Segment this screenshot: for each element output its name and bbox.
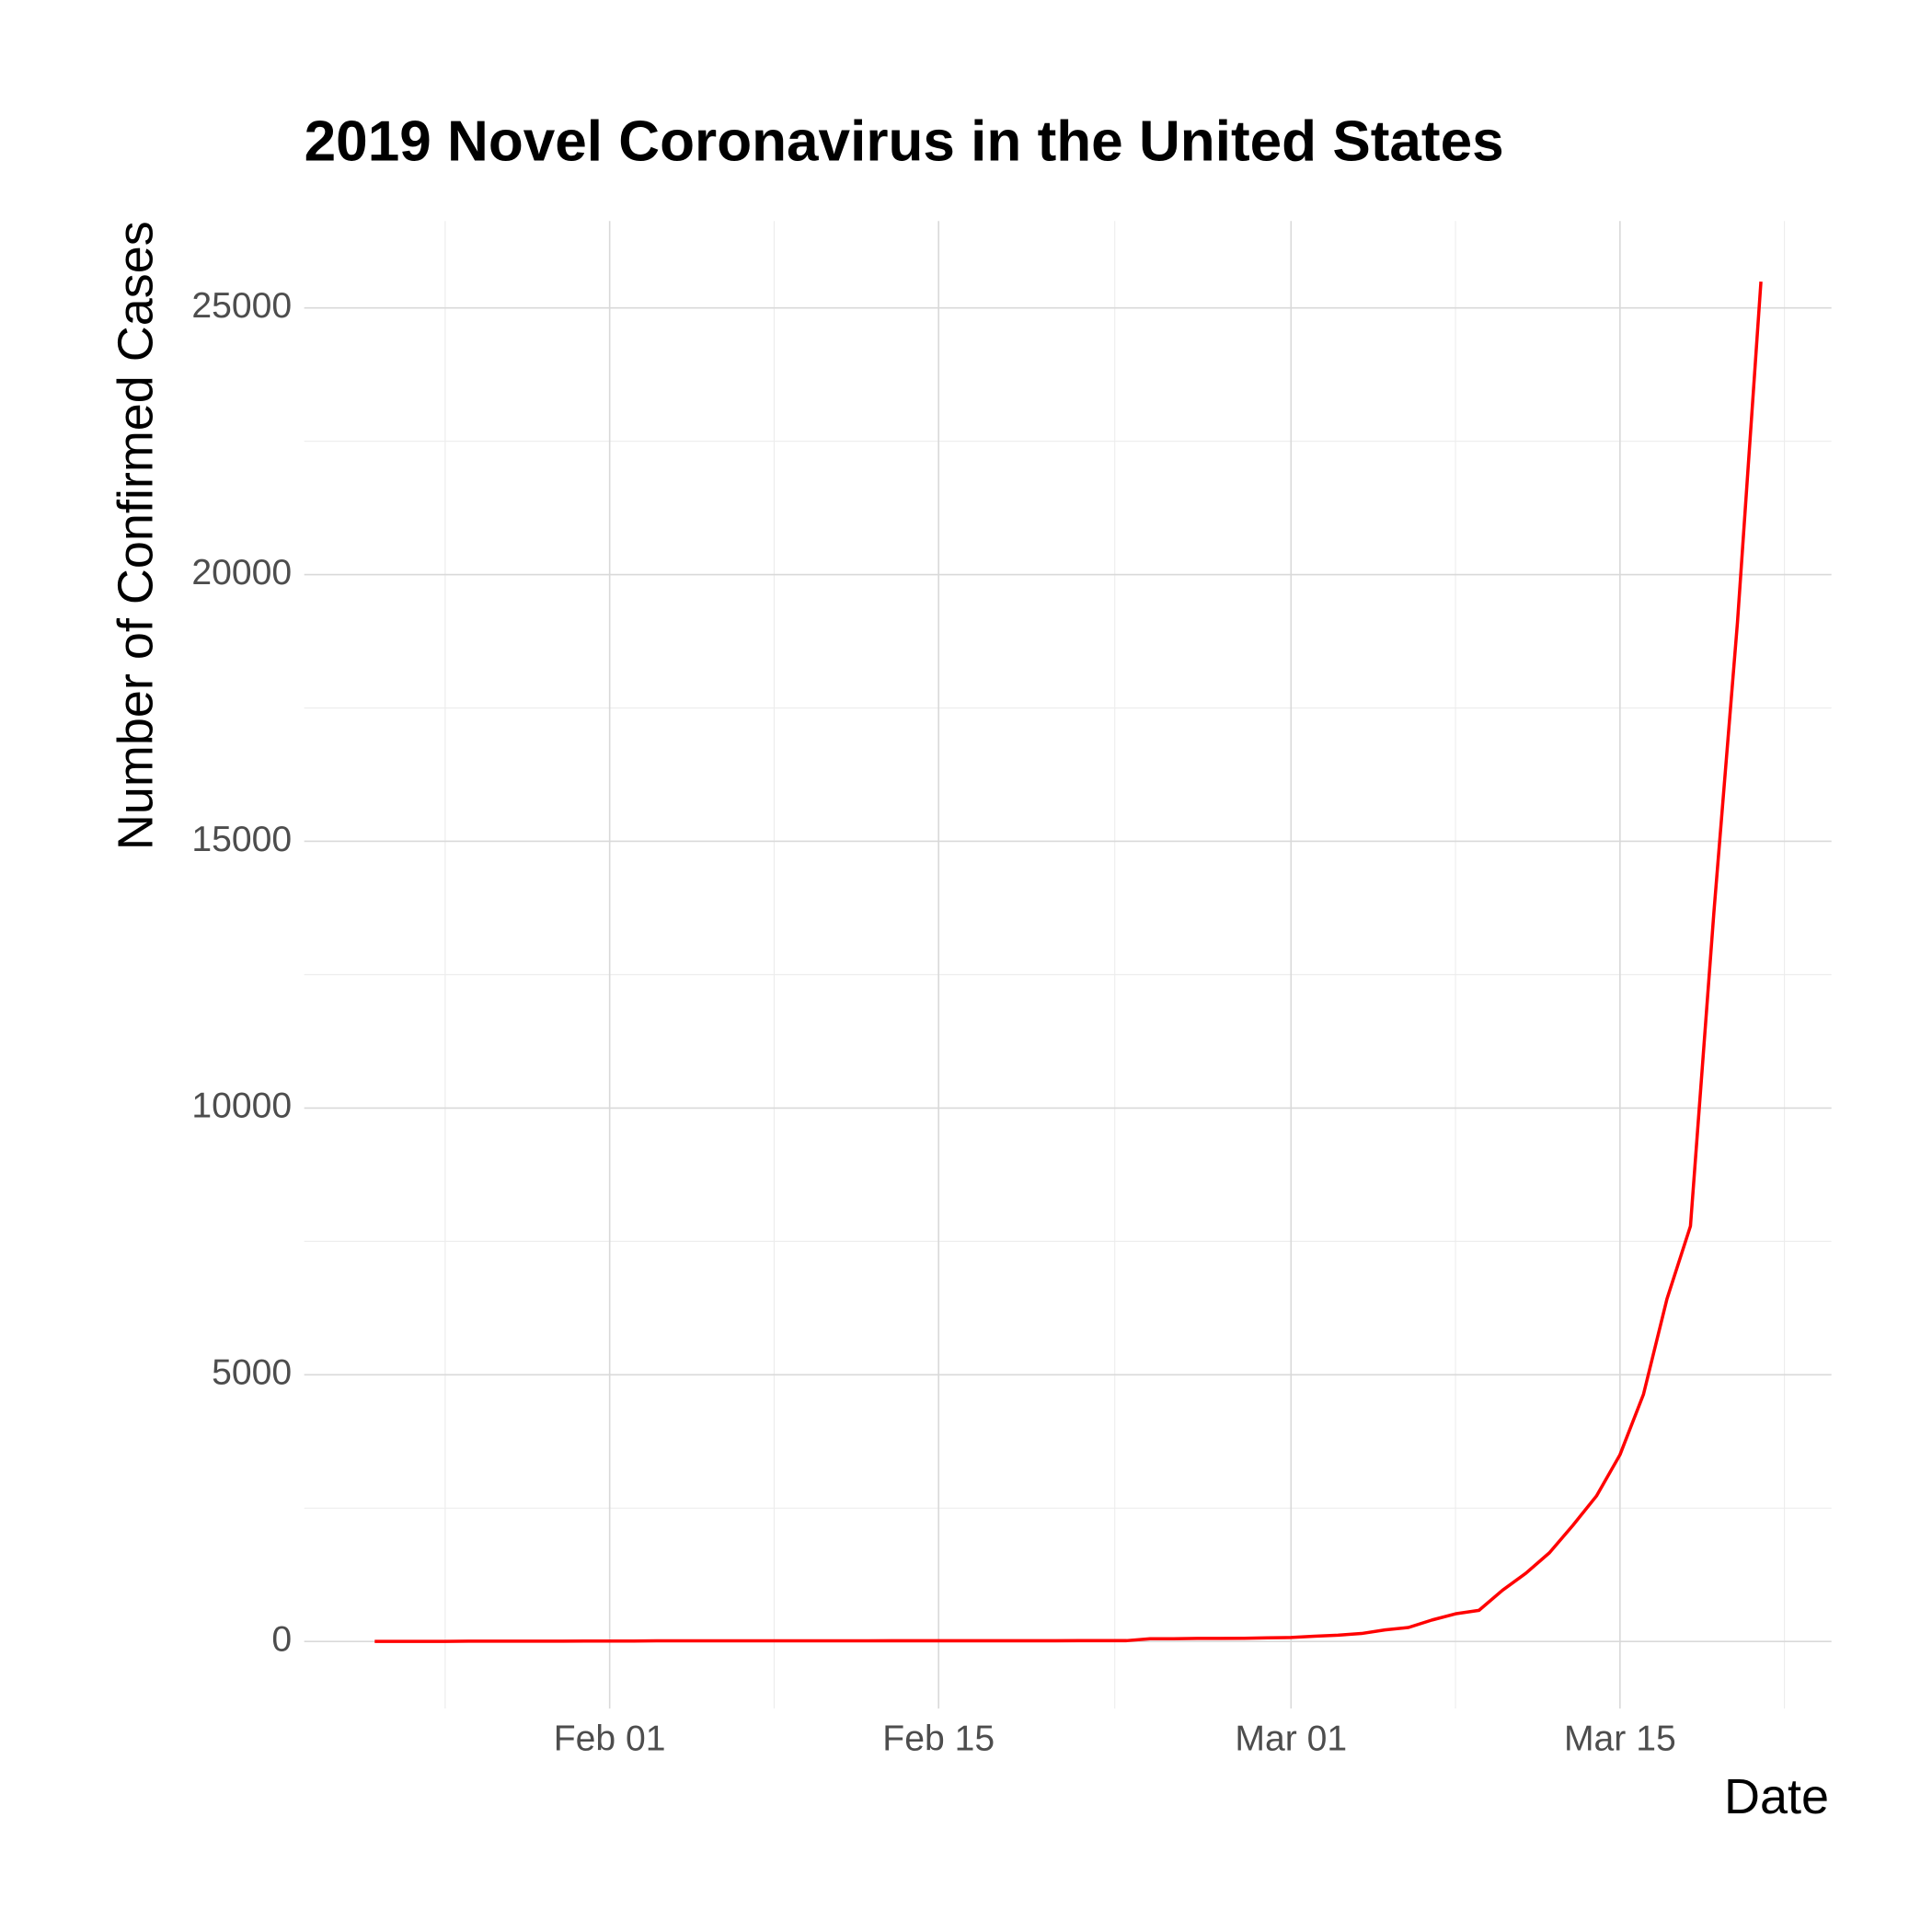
y-tick-label: 20000: [191, 553, 292, 592]
y-tick-label: 5000: [212, 1353, 292, 1393]
x-axis-title: Date: [1724, 1769, 1829, 1824]
chart-title: 2019 Novel Coronavirus in the United Sta…: [305, 109, 1504, 173]
x-tick-label: Mar 15: [1564, 1719, 1676, 1759]
y-axis-title: Number of Confirmed Cases: [108, 221, 163, 850]
line-series: [374, 281, 1763, 1643]
plot: [374, 281, 1763, 1643]
y-tick-label: 15000: [191, 820, 292, 859]
x-tick-label: Mar 01: [1235, 1719, 1347, 1759]
y-tick-label: 25000: [191, 286, 292, 326]
y-tick-label: 0: [271, 1620, 292, 1660]
x-tick-label: Feb 01: [554, 1719, 666, 1759]
y-tick-label: 10000: [191, 1087, 292, 1126]
x-tick-label: Feb 15: [882, 1719, 995, 1759]
